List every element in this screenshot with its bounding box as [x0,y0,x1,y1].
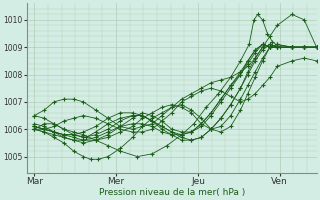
X-axis label: Pression niveau de la mer( hPa ): Pression niveau de la mer( hPa ) [99,188,245,197]
